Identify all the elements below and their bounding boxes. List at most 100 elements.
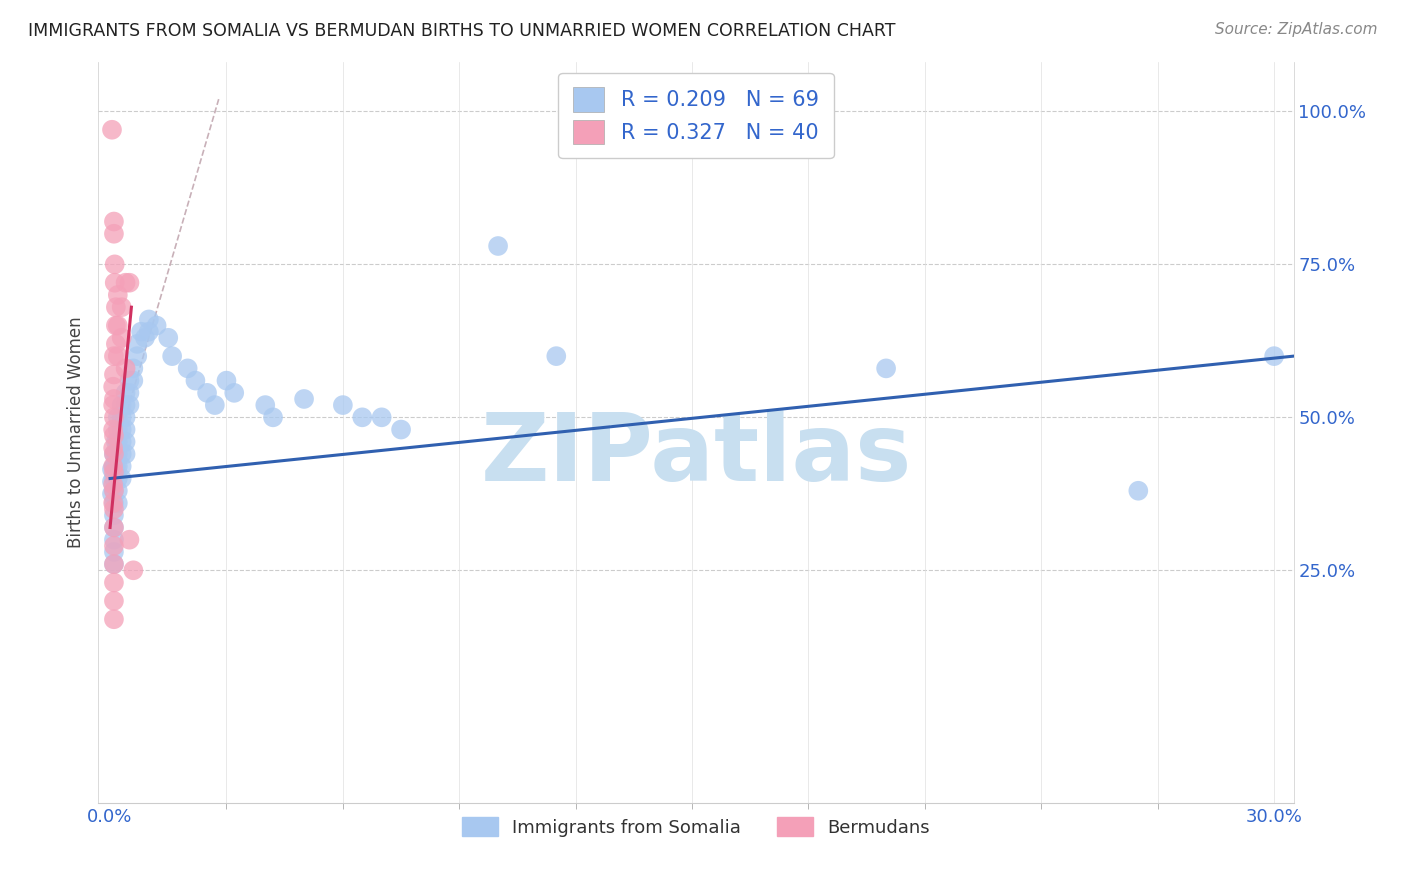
Point bbox=[107, 423, 129, 437]
Point bbox=[118, 533, 141, 547]
Point bbox=[118, 385, 141, 400]
Point bbox=[107, 410, 129, 425]
Point bbox=[111, 300, 134, 314]
Point bbox=[129, 325, 152, 339]
Point bbox=[204, 398, 226, 412]
Point bbox=[103, 539, 125, 553]
Point bbox=[103, 557, 125, 571]
Point bbox=[103, 428, 125, 442]
Y-axis label: Births to Unmarried Women: Births to Unmarried Women bbox=[66, 317, 84, 549]
Point bbox=[103, 594, 125, 608]
Point bbox=[103, 368, 125, 382]
Point bbox=[103, 520, 125, 534]
Point bbox=[111, 459, 134, 474]
Point bbox=[486, 239, 509, 253]
Point bbox=[114, 447, 136, 461]
Point bbox=[107, 483, 129, 498]
Point bbox=[103, 575, 125, 590]
Point bbox=[101, 477, 124, 491]
Point bbox=[107, 288, 129, 302]
Point bbox=[101, 380, 124, 394]
Point bbox=[111, 423, 134, 437]
Point bbox=[103, 447, 125, 461]
Point bbox=[118, 276, 141, 290]
Point bbox=[114, 398, 136, 412]
Point bbox=[114, 410, 136, 425]
Point bbox=[114, 434, 136, 449]
Point bbox=[103, 520, 125, 534]
Point bbox=[224, 385, 246, 400]
Point bbox=[107, 434, 129, 449]
Point bbox=[546, 349, 568, 363]
Point bbox=[292, 392, 315, 406]
Point bbox=[103, 459, 125, 474]
Point bbox=[127, 337, 149, 351]
Point bbox=[103, 392, 125, 406]
Point bbox=[103, 533, 125, 547]
Point bbox=[254, 398, 277, 412]
Point bbox=[101, 122, 124, 136]
Point bbox=[103, 502, 125, 516]
Point bbox=[103, 496, 125, 510]
Point bbox=[122, 361, 145, 376]
Point bbox=[127, 349, 149, 363]
Point bbox=[111, 410, 134, 425]
Point bbox=[111, 447, 134, 461]
Point bbox=[101, 459, 124, 474]
Point bbox=[103, 410, 125, 425]
Point bbox=[103, 483, 125, 498]
Point bbox=[875, 361, 897, 376]
Point bbox=[104, 447, 127, 461]
Point bbox=[111, 434, 134, 449]
Point bbox=[370, 410, 392, 425]
Point bbox=[104, 276, 127, 290]
Point bbox=[134, 331, 156, 345]
Point bbox=[101, 487, 124, 501]
Point bbox=[262, 410, 284, 425]
Point bbox=[114, 361, 136, 376]
Point bbox=[184, 374, 207, 388]
Point bbox=[104, 459, 127, 474]
Point bbox=[103, 557, 125, 571]
Point bbox=[215, 374, 238, 388]
Point bbox=[101, 423, 124, 437]
Point bbox=[103, 612, 125, 626]
Point bbox=[107, 459, 129, 474]
Point bbox=[103, 508, 125, 523]
Point bbox=[101, 462, 124, 476]
Point bbox=[107, 318, 129, 333]
Point bbox=[176, 361, 198, 376]
Point bbox=[107, 496, 129, 510]
Point bbox=[138, 325, 160, 339]
Point bbox=[104, 318, 127, 333]
Point bbox=[101, 496, 124, 510]
Point bbox=[103, 483, 125, 498]
Point bbox=[332, 398, 354, 412]
Point bbox=[103, 214, 125, 228]
Point bbox=[114, 385, 136, 400]
Point bbox=[103, 471, 125, 485]
Point bbox=[1128, 483, 1150, 498]
Point bbox=[103, 349, 125, 363]
Point bbox=[138, 312, 160, 326]
Point bbox=[160, 349, 183, 363]
Point bbox=[118, 398, 141, 412]
Point bbox=[352, 410, 374, 425]
Point bbox=[101, 475, 124, 489]
Point bbox=[122, 563, 145, 577]
Point bbox=[118, 374, 141, 388]
Point bbox=[104, 300, 127, 314]
Text: ZIPatlas: ZIPatlas bbox=[481, 409, 911, 500]
Point bbox=[107, 471, 129, 485]
Text: Source: ZipAtlas.com: Source: ZipAtlas.com bbox=[1215, 22, 1378, 37]
Point bbox=[103, 227, 125, 241]
Point bbox=[104, 257, 127, 271]
Point bbox=[101, 441, 124, 455]
Point bbox=[389, 423, 412, 437]
Point bbox=[107, 349, 129, 363]
Point bbox=[101, 398, 124, 412]
Point bbox=[1263, 349, 1285, 363]
Point bbox=[103, 466, 125, 480]
Point bbox=[111, 471, 134, 485]
Point bbox=[145, 318, 167, 333]
